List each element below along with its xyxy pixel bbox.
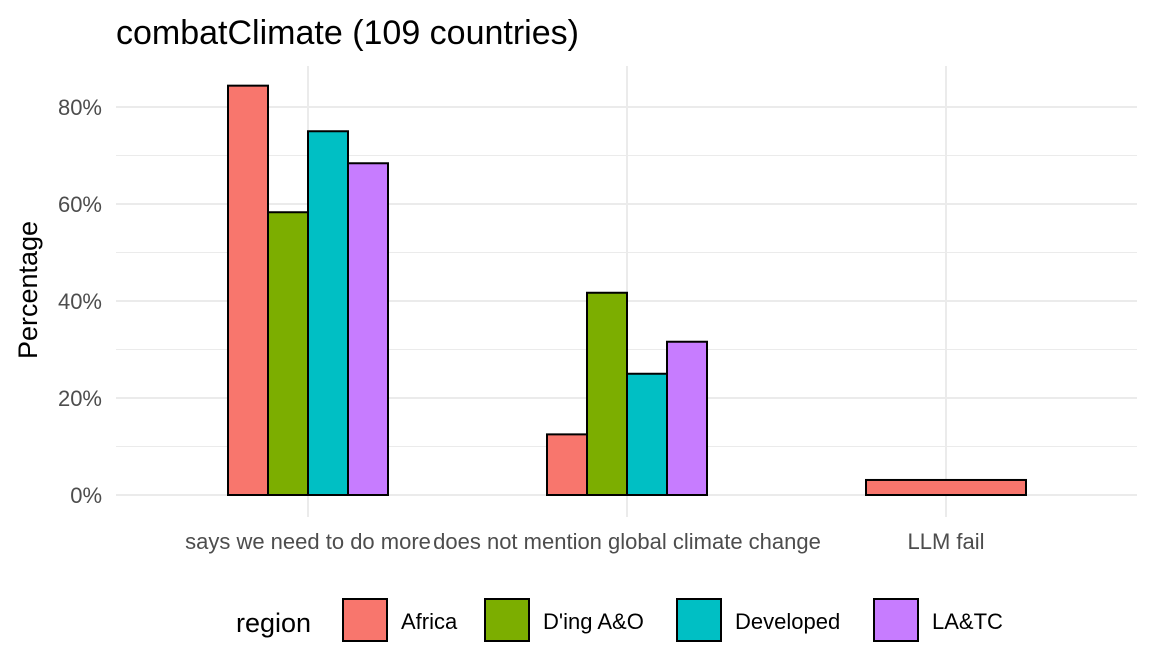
bar (267, 211, 309, 496)
legend-key (342, 598, 388, 642)
y-tick-label: 40% (58, 289, 102, 314)
y-axis-ticks: 0% 20% 40% 60% 80% (58, 95, 102, 508)
bar (586, 291, 628, 496)
legend-label: Developed (735, 609, 840, 634)
bar (546, 433, 588, 496)
y-tick-label: 20% (58, 386, 102, 411)
legend-key (676, 598, 722, 642)
x-tick-label: does not mention global climate change (433, 529, 821, 554)
legend-label: LA&TC (932, 609, 1003, 634)
bar (865, 478, 1027, 496)
bar (307, 130, 349, 496)
y-tick-label: 80% (58, 95, 102, 120)
chart-title: combatClimate (109 countries) (116, 14, 579, 52)
y-tick-label: 0% (70, 483, 102, 508)
bar (227, 84, 269, 496)
legend-key (873, 598, 919, 642)
legend-title: region (236, 608, 311, 638)
bars (227, 84, 1027, 496)
bar (347, 162, 389, 496)
y-axis-label: Percentage (13, 221, 43, 359)
legend-label: Africa (401, 609, 458, 634)
x-tick-label: says we need to do more (185, 529, 431, 554)
bar (666, 340, 708, 496)
y-tick-label: 60% (58, 192, 102, 217)
legend-key (484, 598, 530, 642)
legend-label: D'ing A&O (543, 609, 644, 634)
bar (626, 372, 668, 496)
x-axis-ticks: says we need to do more does not mention … (185, 529, 984, 554)
x-tick-label: LLM fail (907, 529, 984, 554)
legend: region Africa D'ing A&O Developed LA&TC (236, 598, 1003, 642)
